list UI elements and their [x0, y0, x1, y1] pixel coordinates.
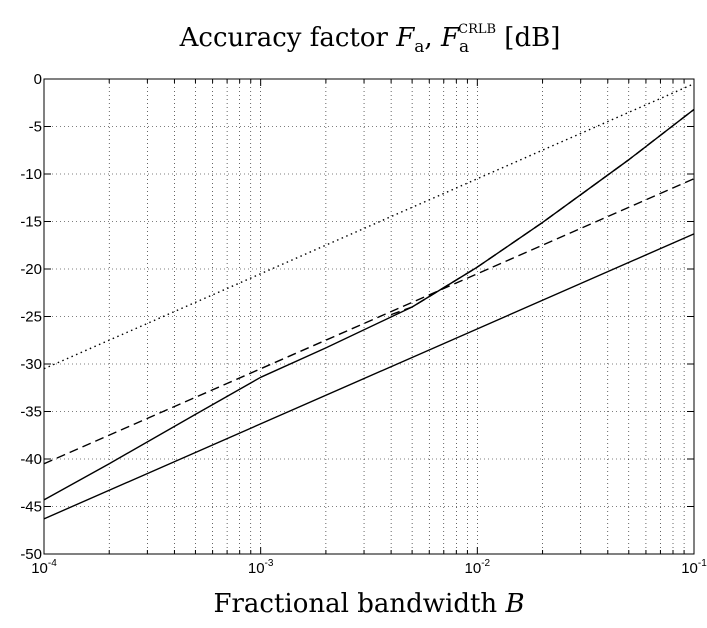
tick-marks [44, 79, 694, 554]
title-separator: , [424, 23, 441, 53]
chart-title: Accuracy factor Fa, FaCRLB [dB] [179, 22, 561, 57]
y-tick-label: -25 [20, 309, 42, 326]
y-tick-label: -30 [20, 356, 42, 373]
y-tick-label: -15 [20, 214, 42, 231]
x-axis-label: Fractional bandwidth B [213, 589, 524, 619]
title-subscript-a: a [414, 37, 424, 57]
y-tick-label: -40 [20, 451, 42, 468]
title-superscript-crlb: CRLB [458, 22, 496, 37]
y-tick-label: -20 [20, 261, 42, 278]
series-lines [43, 83, 695, 520]
title-suffix: [dB] [496, 23, 560, 53]
x-tick-label: 10-4 [31, 558, 57, 577]
x-tick-label: 10-2 [465, 558, 491, 577]
y-tick-label: -5 [29, 119, 42, 136]
title-prefix: Accuracy factor [179, 23, 397, 53]
x-axis-label-text: Fractional bandwidth [213, 589, 505, 619]
y-tick-label: -50 [20, 546, 42, 563]
series-line-2 [43, 178, 695, 465]
series-line-3 [43, 233, 695, 520]
x-tick-label: 10-3 [248, 558, 274, 577]
series-line-5 [390, 108, 695, 316]
title-symbol-f-crlb: F [440, 23, 460, 53]
y-tick-label: -35 [20, 404, 42, 421]
series-line-1 [43, 83, 695, 370]
y-tick-label: -10 [20, 166, 42, 183]
x-tick-label: 10-1 [681, 558, 707, 577]
x-tick-labels: 10-4 10-3 10-2 10-1 [31, 558, 707, 577]
y-tick-labels: 0 -5 -10 -15 -20 -25 -30 -35 -40 -45 -50 [20, 71, 42, 563]
grid [44, 79, 694, 554]
y-tick-label: 0 [34, 71, 42, 88]
y-tick-label: -45 [20, 499, 42, 516]
title-subscript-a-crlb: a [459, 37, 469, 57]
series-line-4 [43, 108, 695, 501]
x-axis-label-symbol: B [504, 589, 524, 619]
title-symbol-f: F [395, 23, 415, 53]
